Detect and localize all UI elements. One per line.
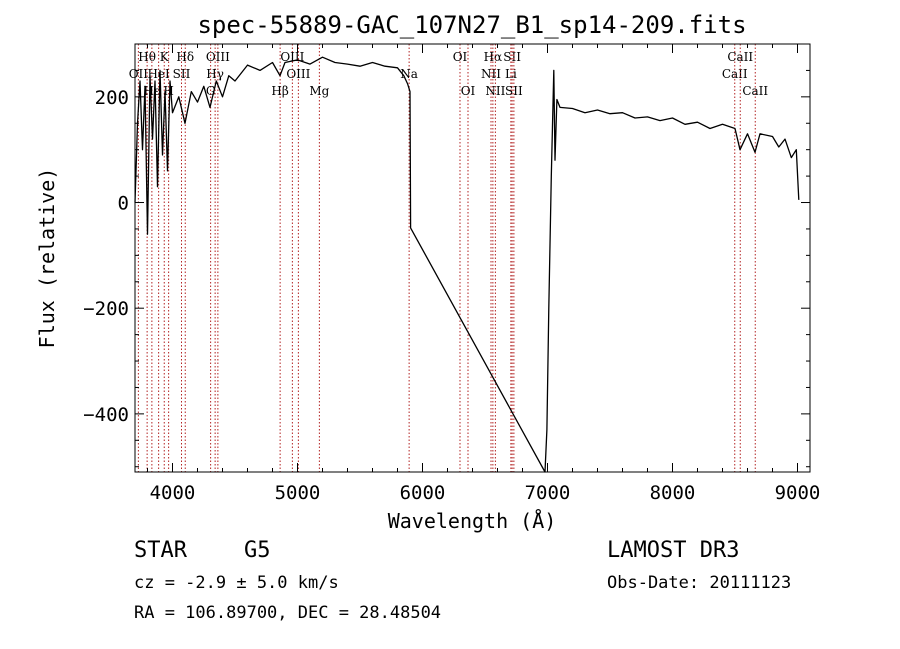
y-tick-label: −200: [83, 298, 129, 320]
y-tick-label: 0: [118, 193, 129, 215]
x-axis-label: Wavelength (Å): [388, 509, 557, 533]
line-marker-label: Hβ: [271, 84, 288, 98]
x-tick-label: 4000: [150, 482, 196, 504]
axis-ticks: 4000 5000 6000 7000 8000 9000 −400 −200 0 200: [83, 43, 821, 504]
line-marker-label: OI: [461, 84, 476, 98]
redshift-velocity: cz = -2.9 ± 5.0 km/s: [134, 573, 339, 593]
line-marker-label: CaII: [742, 84, 768, 98]
chart-title: spec-55889-GAC_107N27_B1_sp14-209.fits: [197, 11, 746, 39]
line-marker-label: G: [206, 84, 216, 98]
line-marker-label: Mg: [309, 84, 329, 98]
line-marker-label: CaII: [722, 67, 748, 81]
x-tick-label: 6000: [400, 482, 446, 504]
line-marker-label: HeI: [147, 67, 170, 81]
line-marker-label: K: [160, 50, 170, 64]
observation-date: Obs-Date: 20111123: [607, 573, 792, 593]
line-marker-label: NII: [485, 84, 505, 98]
y-axis-label: Flux (relative): [35, 168, 59, 349]
x-tick-label: 8000: [650, 482, 696, 504]
x-tick-label: 7000: [525, 482, 571, 504]
line-marker-label: NII: [481, 67, 501, 81]
x-tick-label: 5000: [275, 482, 321, 504]
data-layer: [134, 56, 800, 473]
y-tick-label: −400: [83, 404, 129, 426]
spectrum-line-0: [134, 56, 800, 473]
line-marker-label: H: [163, 84, 173, 98]
coordinates: RA = 106.89700, DEC = 28.48504: [134, 603, 442, 623]
survey-name: LAMOST DR3: [607, 538, 740, 563]
line-marker-label: Hα: [484, 50, 503, 64]
line-marker-label: OIII: [280, 50, 304, 64]
line-marker-label: OIII: [286, 67, 310, 81]
line-marker-label: CaII: [727, 50, 753, 64]
x-tick-label: 9000: [775, 482, 821, 504]
line-marker-label: Hθ: [138, 50, 156, 64]
line-marker-label: Hε: [144, 84, 161, 98]
line-marker-label: Hγ: [206, 67, 224, 81]
object-class: STAR: [134, 538, 187, 563]
line-marker-label: Hδ: [176, 50, 194, 64]
line-marker-label: OI: [453, 50, 468, 64]
line-marker-label: Li: [505, 67, 517, 81]
line-marker-label: SII: [173, 67, 191, 81]
line-marker-label: SII: [503, 50, 521, 64]
plot-frame: [134, 43, 811, 473]
line-marker-label: SII: [505, 84, 523, 98]
y-tick-label: 200: [95, 87, 129, 109]
object-subclass: G5: [244, 538, 271, 563]
line-marker-label: OII: [129, 67, 149, 81]
line-marker-label: OIII: [206, 50, 230, 64]
